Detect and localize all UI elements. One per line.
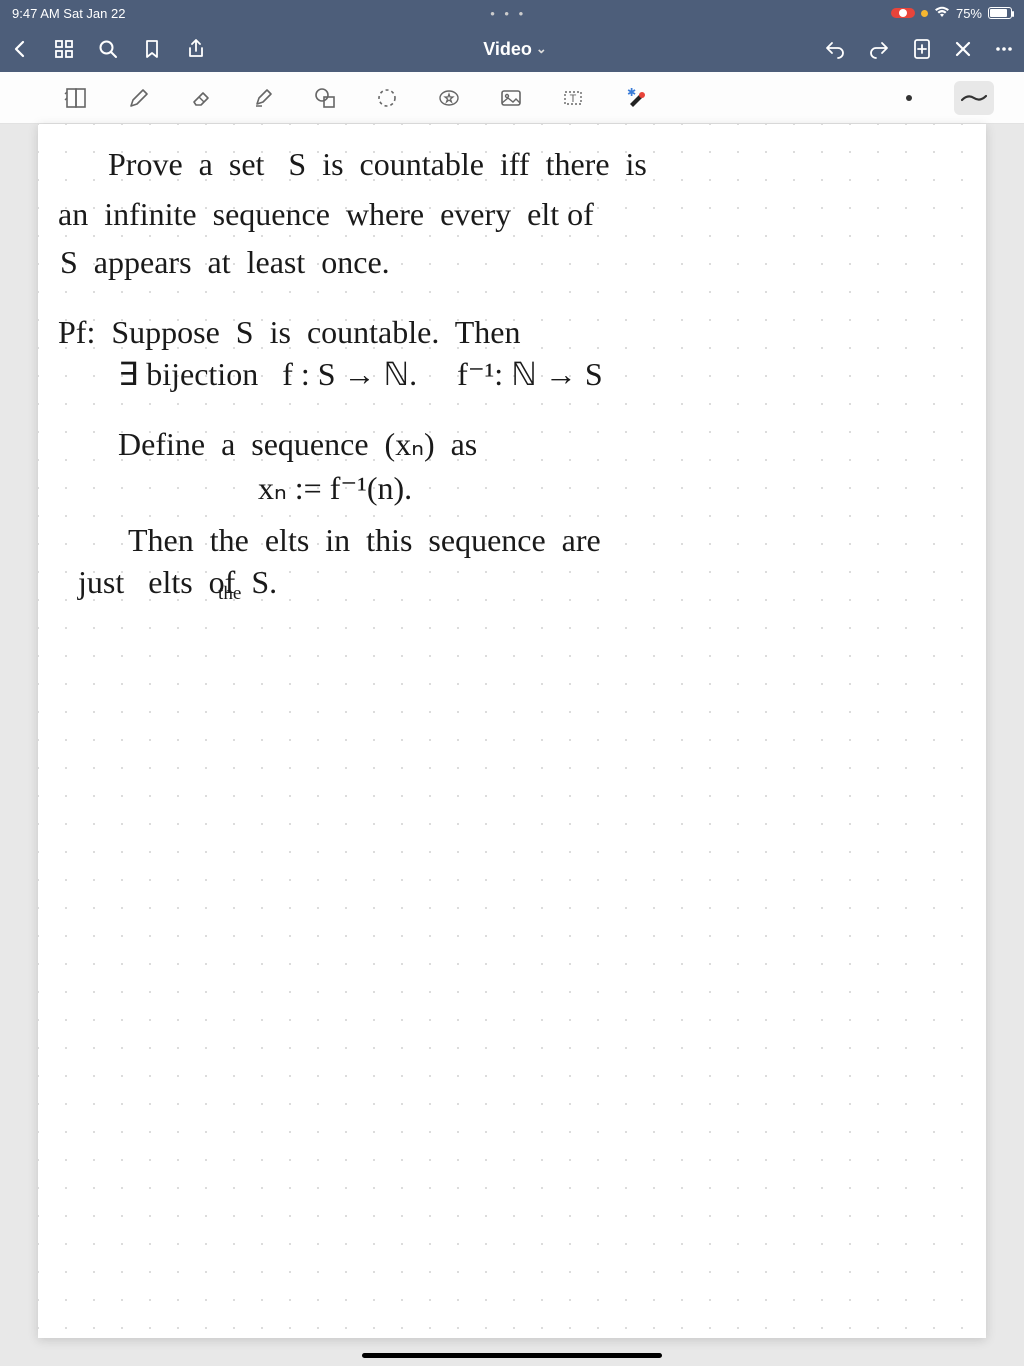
image-tool-button[interactable] xyxy=(494,81,528,115)
handwritten-line: Then the elts in this sequence are xyxy=(128,516,601,564)
recording-indicator xyxy=(891,8,915,18)
stroke-style-button[interactable] xyxy=(954,81,994,115)
svg-text:T: T xyxy=(570,93,577,105)
handwritten-line: Prove a set S is countable iff there is xyxy=(108,140,647,188)
handwritten-line: just elts of S. xyxy=(78,558,277,606)
home-indicator xyxy=(362,1353,662,1358)
share-button[interactable] xyxy=(186,39,206,59)
nav-bar: Video ⌄ xyxy=(0,26,1024,72)
chevron-down-icon: ⌄ xyxy=(536,41,547,57)
handwritten-line: ∃ bijection f : S → ℕ. f⁻¹: ℕ → S xyxy=(118,350,603,398)
search-button[interactable] xyxy=(98,39,118,59)
toolbar: T ✱ xyxy=(0,72,1024,124)
battery-icon xyxy=(988,7,1012,19)
text-tool-button[interactable]: T xyxy=(556,81,590,115)
battery-percent: 75% xyxy=(956,6,982,21)
wifi-icon xyxy=(934,6,950,21)
favorites-tool-button[interactable] xyxy=(432,81,466,115)
status-right: 75% xyxy=(891,6,1012,21)
svg-text:✱: ✱ xyxy=(627,87,636,99)
handwriting-layer: the Prove a set S is countable iff there… xyxy=(38,124,986,1338)
privacy-dot-icon xyxy=(921,10,928,17)
thumbnails-button[interactable] xyxy=(54,39,74,59)
handwritten-line: an infinite sequence where every elt of xyxy=(58,190,594,238)
add-page-button[interactable] xyxy=(912,38,932,60)
undo-button[interactable] xyxy=(824,39,846,59)
laser-pointer-button[interactable]: ✱ xyxy=(618,81,652,115)
pen-tool-button[interactable] xyxy=(122,81,156,115)
stroke-size-button[interactable] xyxy=(892,81,926,115)
handwritten-line: S appears at least once. xyxy=(60,238,390,286)
handwritten-line: xₙ := f⁻¹(n). xyxy=(258,464,412,512)
read-mode-button[interactable] xyxy=(60,81,94,115)
shape-tool-button[interactable] xyxy=(308,81,342,115)
more-button[interactable] xyxy=(994,39,1014,59)
bookmark-button[interactable] xyxy=(142,39,162,59)
eraser-tool-button[interactable] xyxy=(184,81,218,115)
status-time-date: 9:47 AM Sat Jan 22 xyxy=(12,6,125,21)
redo-button[interactable] xyxy=(868,39,890,59)
handwritten-line: Define a sequence (xₙ) as xyxy=(118,420,477,468)
close-button[interactable] xyxy=(954,40,972,58)
page-title[interactable]: Video ⌄ xyxy=(206,39,824,60)
highlighter-tool-button[interactable] xyxy=(246,81,280,115)
status-ellipsis: • • • xyxy=(125,6,891,21)
page-title-text: Video xyxy=(483,39,532,60)
note-page[interactable]: the Prove a set S is countable iff there… xyxy=(38,124,986,1338)
status-bar: 9:47 AM Sat Jan 22 • • • 75% xyxy=(0,0,1024,26)
back-button[interactable] xyxy=(10,39,30,59)
lasso-tool-button[interactable] xyxy=(370,81,404,115)
handwritten-line: Pf: Suppose S is countable. Then xyxy=(58,308,521,356)
